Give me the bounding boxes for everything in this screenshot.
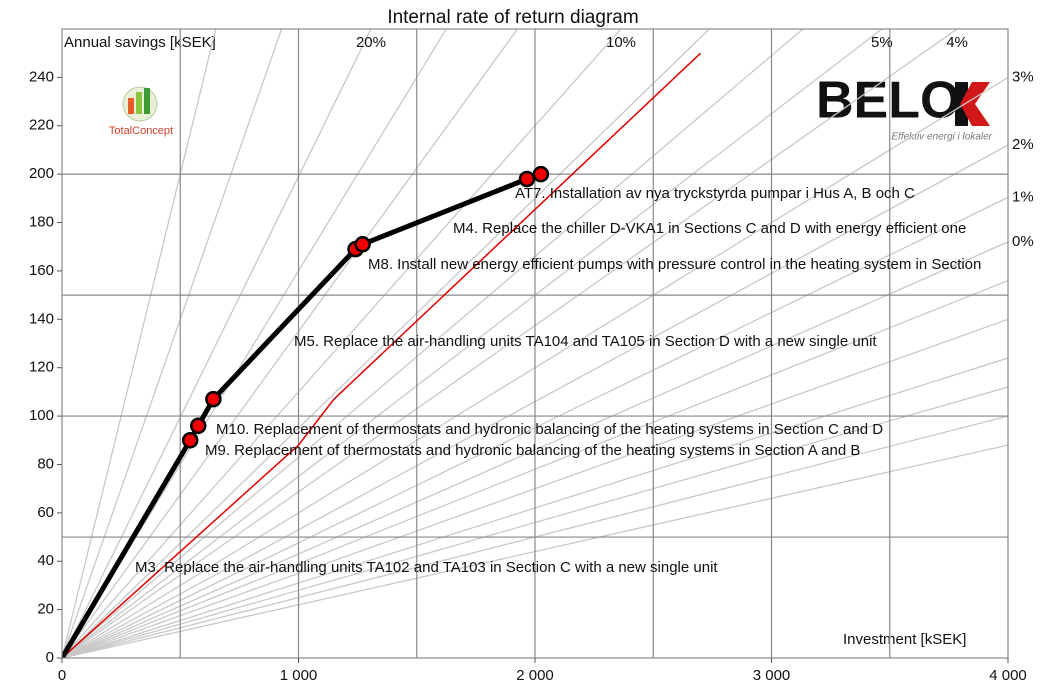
logo-tagline: Effektiv energi i lokaler <box>891 132 992 143</box>
irr-label: 2% <box>1012 136 1034 153</box>
irr-line <box>62 29 519 658</box>
y-tick-label: 160 <box>29 262 54 279</box>
data-point <box>181 432 199 449</box>
y-axis-label: Annual savings [kSEK] <box>64 34 216 51</box>
x-tick-label: 0 <box>58 667 66 684</box>
y-tick-label: 220 <box>29 117 54 134</box>
logo-bar <box>136 92 142 114</box>
y-tick-label: 100 <box>29 407 54 424</box>
y-tick-label: 20 <box>37 601 54 618</box>
annotation: AT7. Installation av nya tryckstyrda pum… <box>515 185 915 202</box>
annotation: M3. Replace the air-handling units TA102… <box>135 559 718 576</box>
data-point <box>518 170 536 188</box>
series-line <box>62 52 702 658</box>
data-point <box>189 417 207 435</box>
irr-label: 0% <box>1012 233 1034 250</box>
data-point <box>532 165 550 183</box>
y-tick-label: 80 <box>37 455 54 472</box>
y-tick-label: 0 <box>46 649 54 666</box>
y-tick-label: 60 <box>37 504 54 521</box>
y-tick-label: 120 <box>29 359 54 376</box>
logo-text: TotalConcept <box>109 125 173 137</box>
logo-bar <box>128 98 134 114</box>
y-tick-label: 40 <box>37 552 54 569</box>
logo-text: BELO <box>816 72 960 130</box>
irr-label: 1% <box>1012 188 1034 205</box>
irr-label: 10% <box>606 34 636 51</box>
data-point <box>205 390 222 408</box>
x-tick-label: 4 000 <box>989 667 1027 684</box>
irr-line <box>62 29 372 658</box>
data-point <box>354 236 371 253</box>
y-tick-label: 180 <box>29 214 54 231</box>
belok-logo: BELO Effektiv energi i lokaler <box>816 72 993 143</box>
y-tick-label: 200 <box>29 165 54 182</box>
y-tick-label: 140 <box>29 310 54 327</box>
x-tick-label: 2 000 <box>516 667 554 684</box>
x-tick-label: 3 000 <box>753 667 791 684</box>
irr-label: 4% <box>946 34 968 51</box>
y-tick-label: 240 <box>29 68 54 85</box>
annotation: M4. Replace the chiller D-VKA1 in Sectio… <box>453 220 966 237</box>
annotation: M5. Replace the air-handling units TA104… <box>294 333 877 350</box>
x-tick-label: 1 000 <box>280 667 318 684</box>
totalconcept-logo: TotalConcept <box>109 86 173 137</box>
irr-label: 20% <box>356 34 386 51</box>
irr-label: 5% <box>871 34 893 51</box>
annotation: M10. Replacement of thermostats and hydr… <box>216 421 883 438</box>
annotation: M8. Install new energy efficient pumps w… <box>368 256 981 273</box>
x-axis-label: Investment [kSEK] <box>843 631 966 648</box>
logo-bar <box>144 88 150 114</box>
chart-title: Internal rate of return diagram <box>387 7 638 28</box>
irr-label: 3% <box>1012 68 1034 85</box>
annotation: M9. Replacement of thermostats and hydro… <box>205 442 860 459</box>
irr-line <box>62 29 283 658</box>
plot-area <box>62 29 1008 658</box>
